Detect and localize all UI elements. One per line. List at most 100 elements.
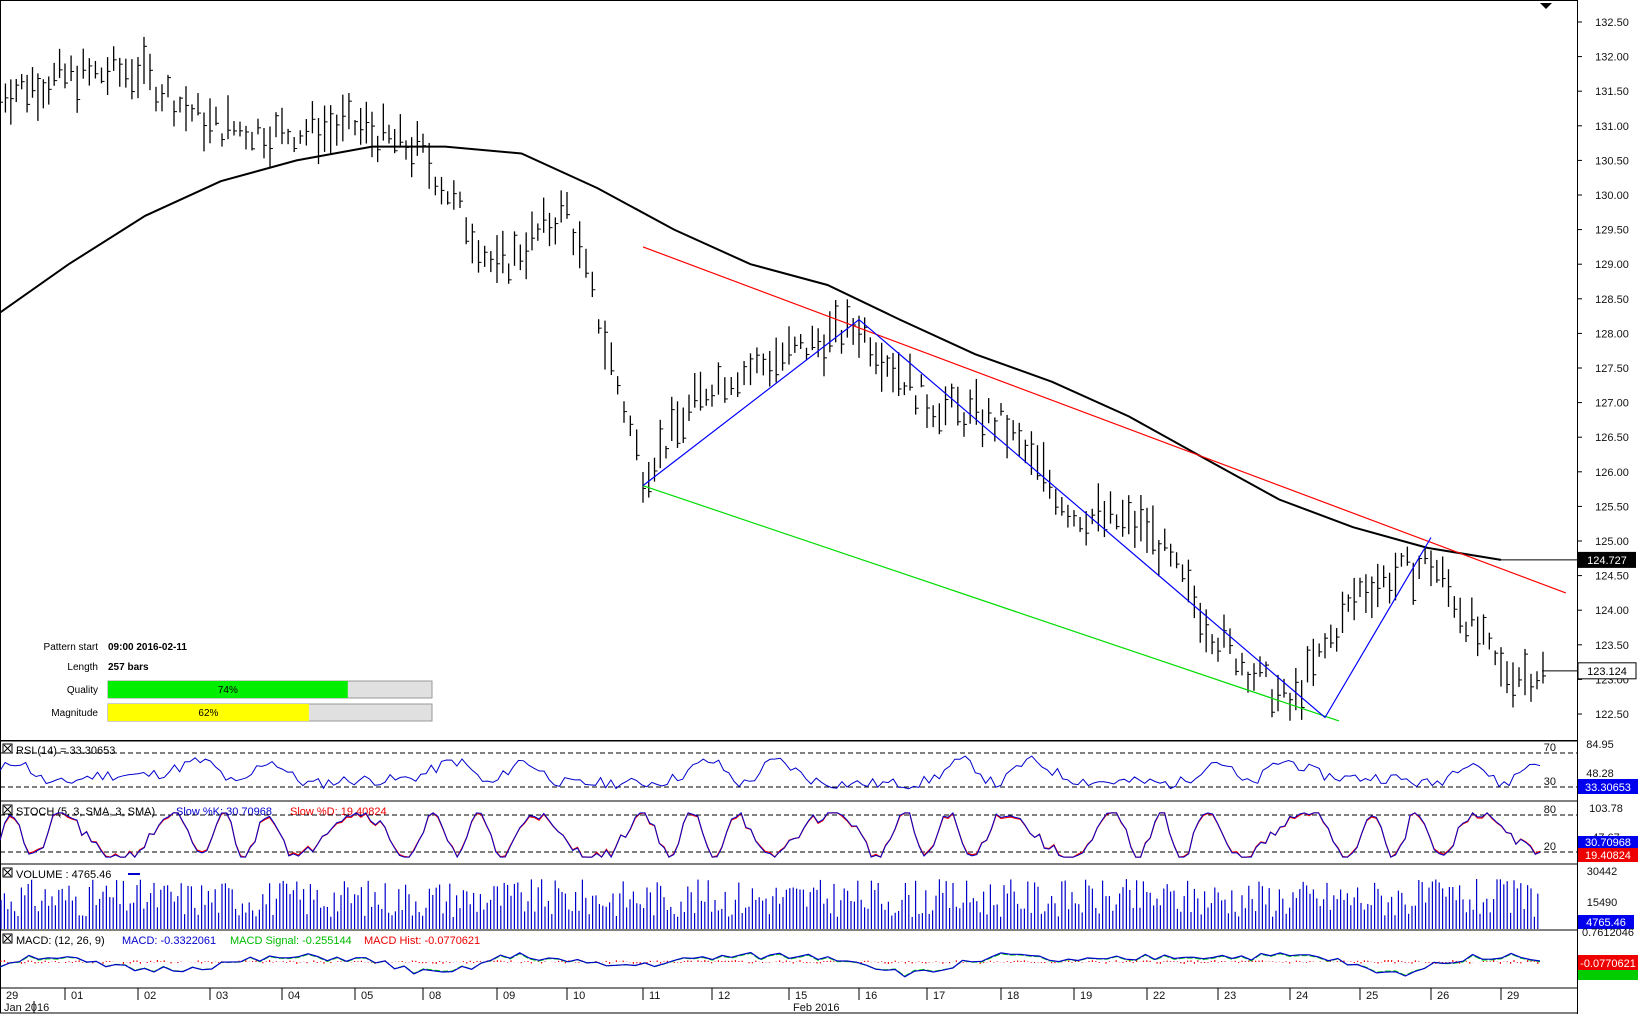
stoch-slow-k-label: Slow %K: 30.70968 — [176, 806, 272, 818]
rsi-axis-tick-2: 48.28 — [1586, 768, 1614, 780]
x-axis-day-label: 12 — [718, 990, 730, 1002]
volume-panel: VOLUME : 4765.46 30442 15490 4765.46 — [0, 863, 1634, 931]
x-axis-day-label: 17 — [933, 990, 945, 1002]
quality-bar-text: 74% — [218, 685, 238, 696]
pattern-start-value: 09:00 2016-02-11 — [108, 642, 187, 653]
stoch-slow-d-label: Slow %D: 19.40824 — [290, 806, 387, 818]
price-axis-tick-label: 127.00 — [1595, 398, 1629, 410]
magnitude-bar-text: 62% — [198, 708, 218, 719]
price-panel: 132.50 132.00 131.50 131.00 130.50 130.00 129.… — [0, 0, 1637, 741]
macd-close-icon-cross — [3, 934, 12, 943]
volume-close-icon-cross — [3, 868, 12, 877]
x-axis-day-label: 02 — [144, 990, 156, 1002]
price-axis-tick-label: 128.00 — [1595, 328, 1629, 340]
price-axis-tick-label: 123.50 — [1595, 640, 1629, 652]
x-axis-day-label: 19 — [1080, 990, 1092, 1002]
price-axis-tick-label: 132.50 — [1595, 17, 1629, 29]
x-axis-day-label: 26 — [1437, 990, 1449, 1002]
macd-hist-value-text: -0.0770621 — [1580, 958, 1636, 970]
price-axis-tick-label: 124.00 — [1595, 605, 1629, 617]
pattern-info-panel: Pattern start 09:00 2016-02-11 Length 25… — [44, 642, 433, 722]
x-axis-day-label: 29 — [1507, 990, 1519, 1002]
last-price-box-text: 123.124 — [1587, 666, 1627, 678]
price-axis-tick-label: 131.50 — [1595, 86, 1629, 98]
pattern-start-label: Pattern start — [44, 642, 99, 653]
x-axis-day-label: 05 — [361, 990, 373, 1002]
price-axis-tick-label: 122.50 — [1595, 709, 1629, 721]
price-axis-tick-label: 129.50 — [1595, 225, 1629, 237]
stoch-label: STOCH (5, 3, SMA, 3, SMA) — [16, 806, 155, 818]
quality-bar-fill — [108, 681, 348, 698]
price-axis-tick-label: 132.00 — [1595, 52, 1629, 64]
macd-hist-value-box — [1578, 955, 1638, 970]
length-label: Length — [67, 662, 98, 673]
price-axis-tick-label: 127.50 — [1595, 363, 1629, 375]
x-axis-day-label: 29 — [6, 990, 18, 1002]
chevron-down-icon[interactable] — [1540, 3, 1552, 9]
stoch-d-value-box — [1578, 848, 1638, 862]
macd-label: MACD: (12, 26, 9) — [16, 935, 105, 947]
price-axis-tick-label: 128.50 — [1595, 294, 1629, 306]
x-axis-day-label: 09 — [503, 990, 515, 1002]
price-axis-tick-label: 124.50 — [1595, 571, 1629, 583]
x-axis-day-label: 18 — [1007, 990, 1019, 1002]
lower-trendline — [642, 485, 1340, 722]
price-axis-tick-label: 131.00 — [1595, 121, 1629, 133]
stoch-d-value-text: 19.40824 — [1585, 850, 1631, 862]
price-axis-tick-label: 126.50 — [1595, 432, 1629, 444]
macd-hist-label: MACD Hist: -0.0770621 — [364, 935, 480, 947]
macd-value-label: MACD: -0.3322061 — [122, 935, 216, 947]
stoch-k-value-box — [1578, 836, 1638, 848]
stoch-k-value-text: 30.70968 — [1585, 837, 1631, 849]
price-axis-tick-label: 129.00 — [1595, 259, 1629, 271]
x-axis-day-label: 24 — [1296, 990, 1308, 1002]
x-axis-day-label: 03 — [216, 990, 228, 1002]
volume-value-box — [1578, 915, 1634, 929]
pattern-zigzag — [642, 318, 1432, 719]
price-axis-tick-label: 126.00 — [1595, 467, 1629, 479]
x-axis-day-label: 11 — [649, 990, 660, 1002]
macd-line — [0, 951, 1541, 978]
macd-signal-label: MACD Signal: -0.255144 — [230, 935, 352, 947]
ma-price-box-bg — [1578, 551, 1636, 568]
rsi-axis-tick-1: 84.95 — [1586, 739, 1614, 751]
price-bars — [0, 36, 1546, 721]
volume-label: VOLUME : 4765.46 — [16, 869, 111, 881]
volume-axis-tick-2: 15490 — [1587, 897, 1618, 909]
rsi-label: RSI (14) = 33.30653 — [16, 745, 115, 757]
x-axis-month-label: Feb 2016 — [793, 1002, 839, 1014]
stoch-level-20-label: 20 — [1544, 841, 1556, 853]
price-axis-tick-label: 130.50 — [1595, 155, 1629, 167]
stoch-slow-k-line — [0, 812, 1541, 859]
rsi-close-icon-cross — [3, 744, 12, 753]
price-axis: 132.50 132.00 131.50 131.00 130.50 130.00 129.… — [1577, 17, 1629, 721]
rsi-level-70-label: 70 — [1544, 742, 1556, 754]
magnitude-bar-fill — [108, 704, 309, 721]
length-value: 257 bars — [108, 662, 149, 673]
price-axis-tick-label: 125.50 — [1595, 501, 1629, 513]
macd-value-box — [1578, 970, 1638, 980]
stoch-level-80-label: 80 — [1544, 804, 1556, 816]
rsi-value-text: 33.30653 — [1585, 782, 1631, 794]
macd-axis-tick-1: 0.7612046 — [1582, 927, 1634, 939]
volume-axis-tick-1: 30442 — [1587, 866, 1618, 878]
x-axis: 29 01 02 03 04 05 08 09 10 11 12 15 16 17 18 19 22 23 24 25… — [0, 987, 1578, 1014]
moving-average-line — [0, 145, 1502, 561]
x-axis-day-label: 25 — [1366, 990, 1378, 1002]
stoch-close-icon-cross — [3, 805, 12, 814]
price-axis-tick-label: 125.00 — [1595, 536, 1629, 548]
ma-price-box: 124.727 — [1501, 551, 1636, 568]
upper-trendline — [642, 246, 1567, 594]
chart-background — [0, 0, 1576, 1014]
ma-price-box-text: 124.727 — [1587, 555, 1627, 567]
x-axis-day-label: 04 — [288, 990, 300, 1002]
last-price-box: 123.124 — [1542, 662, 1637, 680]
x-axis-day-label: 01 — [71, 990, 83, 1002]
volume-value-text: 4765.46 — [1586, 917, 1626, 929]
price-axis-tick-label: 130.00 — [1595, 190, 1629, 202]
rsi-value-box — [1578, 779, 1638, 794]
volume-bars — [0, 879, 1539, 929]
x-axis-day-label: 22 — [1153, 990, 1165, 1002]
